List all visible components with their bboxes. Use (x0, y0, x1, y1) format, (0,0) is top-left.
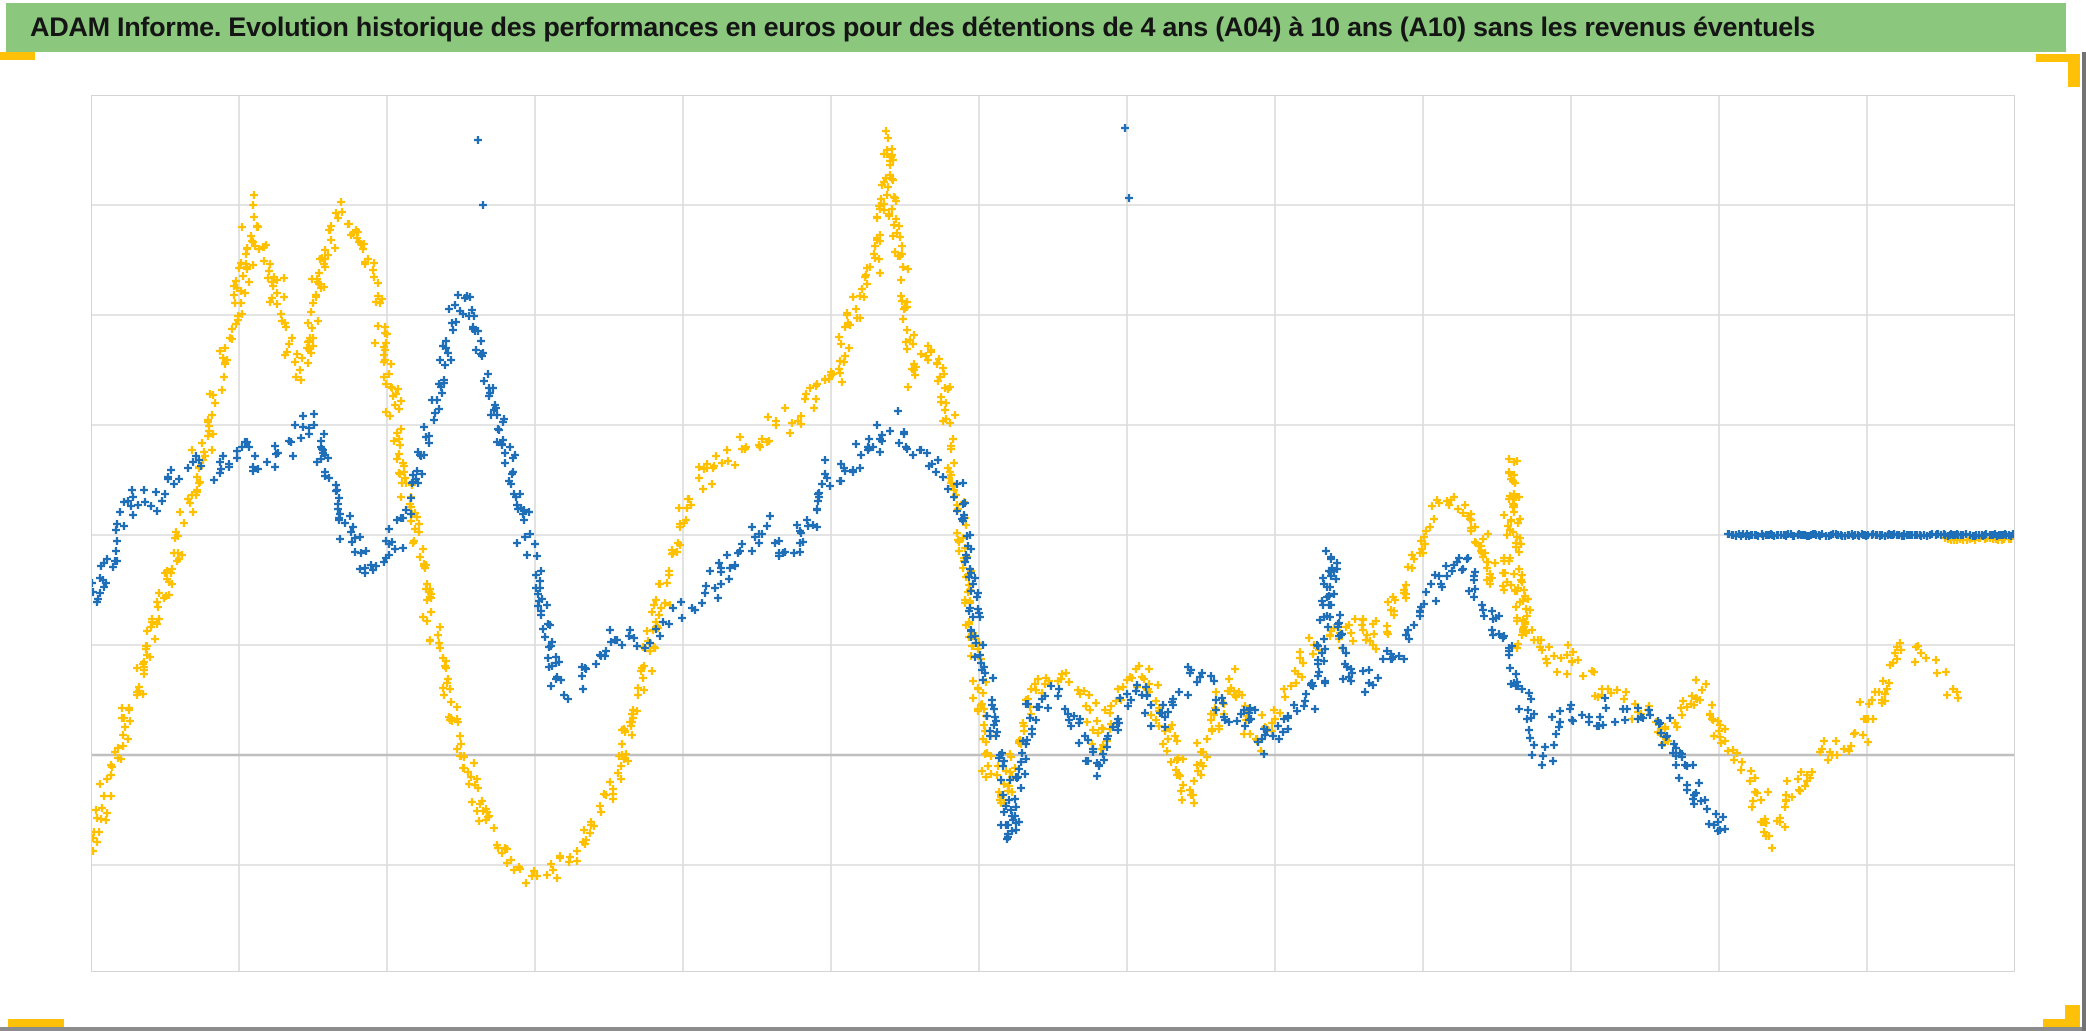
corner-accent-top-right-vertical (2068, 54, 2080, 87)
scatter-chart (91, 95, 2015, 972)
corner-accent-bottom-right-horizontal (2043, 1019, 2080, 1028)
corner-accent-top-left (0, 52, 35, 60)
corner-accent-top-right-horizontal (2036, 54, 2080, 62)
chart-title-bar: ADAM Informe. Evolution historique des p… (6, 3, 2066, 52)
plot-border (91, 95, 2015, 972)
chart-title: ADAM Informe. Evolution historique des p… (30, 12, 1815, 42)
series-markers-1 (91, 124, 2015, 843)
plot-area[interactable] (91, 95, 2015, 972)
corner-accent-bottom-left (8, 1019, 64, 1028)
page-right-rule (2082, 52, 2086, 1031)
scatter-series (91, 124, 2015, 887)
page-bottom-rule (0, 1027, 2086, 1031)
series-markers-0 (91, 127, 2015, 887)
corner-accent-bottom-right-vertical (2065, 1005, 2080, 1028)
